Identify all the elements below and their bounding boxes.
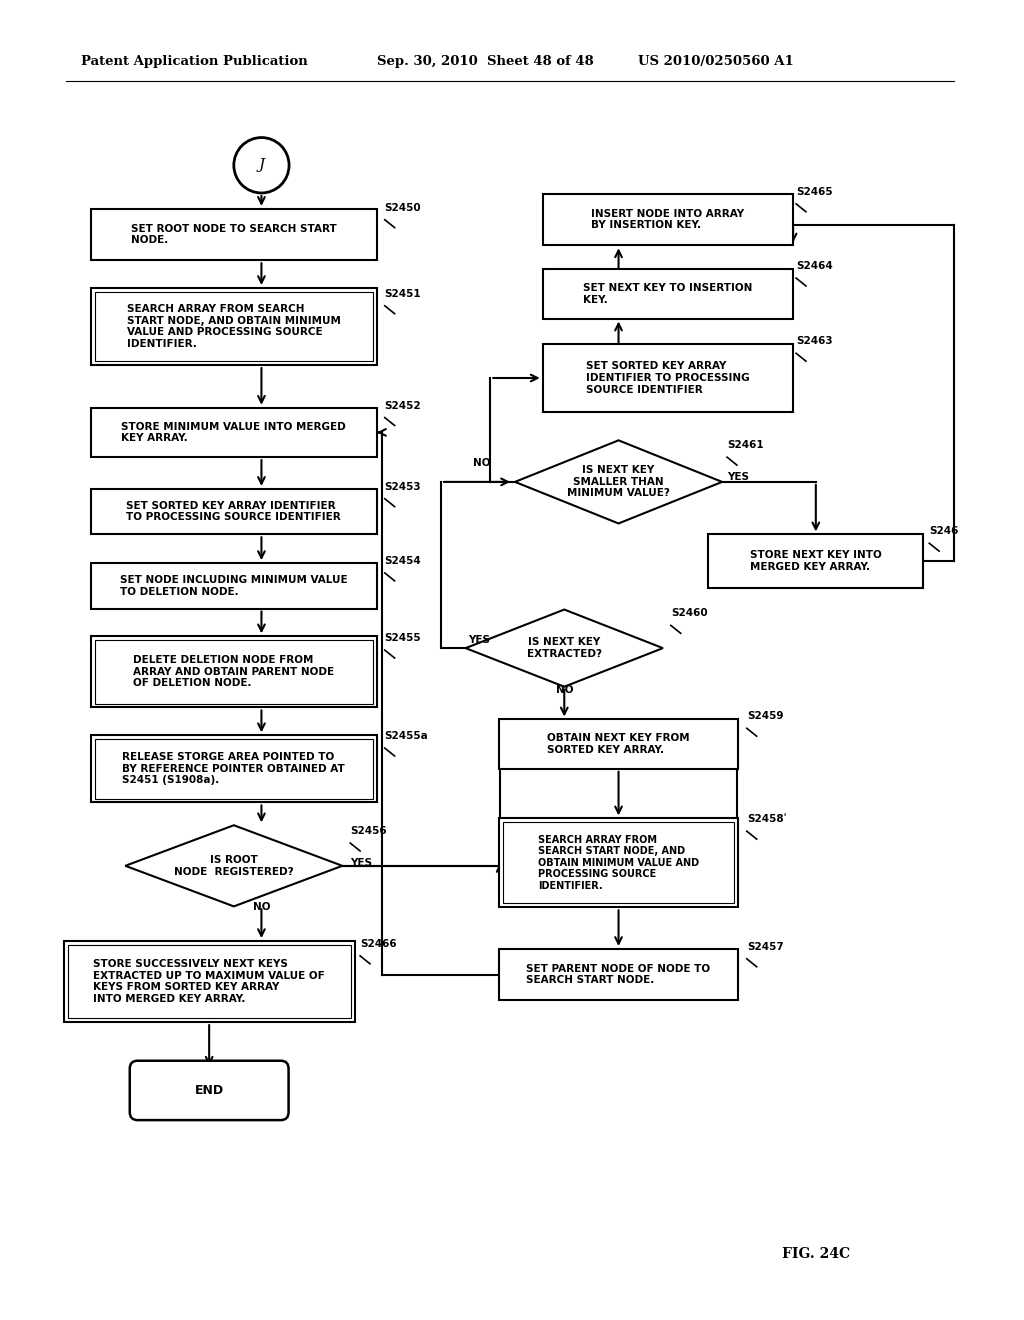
Polygon shape [466, 610, 663, 686]
Bar [91, 735, 377, 803]
Bar [91, 288, 377, 366]
Bar [91, 564, 377, 609]
Bar [63, 941, 354, 1022]
Text: INSERT NODE INTO ARRAY
BY INSERTION KEY.: INSERT NODE INTO ARRAY BY INSERTION KEY. [591, 209, 744, 231]
Bar [543, 345, 794, 412]
Text: US 2010/0250560 A1: US 2010/0250560 A1 [638, 55, 794, 67]
Text: S2453: S2453 [385, 482, 421, 492]
Text: RELEASE STORGE AREA POINTED TO
BY REFERENCE POINTER OBTAINED AT
S2451 (S1908a).: RELEASE STORGE AREA POINTED TO BY REFERE… [123, 752, 345, 785]
Text: S2463: S2463 [796, 337, 833, 346]
Text: NO: NO [473, 458, 490, 469]
Text: NO: NO [556, 685, 573, 694]
Text: SET NEXT KEY TO INSERTION
KEY.: SET NEXT KEY TO INSERTION KEY. [584, 282, 753, 305]
Polygon shape [515, 441, 722, 524]
Bar [499, 719, 738, 768]
Text: S2459: S2459 [746, 711, 783, 721]
Text: Patent Application Publication: Patent Application Publication [81, 55, 307, 67]
Bar [499, 818, 738, 907]
Text: DELETE DELETION NODE FROM
ARRAY AND OBTAIN PARENT NODE
OF DELETION NODE.: DELETE DELETION NODE FROM ARRAY AND OBTA… [133, 655, 335, 689]
Text: Sep. 30, 2010  Sheet 48 of 48: Sep. 30, 2010 Sheet 48 of 48 [377, 55, 594, 67]
Bar [68, 945, 350, 1018]
Bar [95, 739, 373, 799]
Polygon shape [125, 825, 342, 907]
Text: SET NODE INCLUDING MINIMUM VALUE
TO DELETION NODE.: SET NODE INCLUDING MINIMUM VALUE TO DELE… [120, 576, 347, 597]
Bar [543, 269, 794, 318]
Text: IS ROOT
NODE  REGISTERED?: IS ROOT NODE REGISTERED? [174, 855, 294, 876]
Text: END: END [195, 1084, 223, 1097]
Text: S2458ʹ: S2458ʹ [746, 814, 786, 824]
Text: S2456: S2456 [350, 826, 387, 836]
Text: STORE NEXT KEY INTO
MERGED KEY ARRAY.: STORE NEXT KEY INTO MERGED KEY ARRAY. [750, 550, 882, 572]
Text: S2465: S2465 [796, 187, 833, 197]
Text: IS NEXT KEY
SMALLER THAN
MINIMUM VALUE?: IS NEXT KEY SMALLER THAN MINIMUM VALUE? [567, 465, 670, 499]
Text: STORE SUCCESSIVELY NEXT KEYS
EXTRACTED UP TO MAXIMUM VALUE OF
KEYS FROM SORTED K: STORE SUCCESSIVELY NEXT KEYS EXTRACTED U… [93, 960, 325, 1005]
Text: OBTAIN NEXT KEY FROM
SORTED KEY ARRAY.: OBTAIN NEXT KEY FROM SORTED KEY ARRAY. [547, 734, 690, 755]
Bar [91, 408, 377, 457]
Text: S2452: S2452 [385, 401, 421, 411]
Bar [91, 636, 377, 708]
Text: S2450: S2450 [385, 203, 421, 213]
Text: S246: S246 [929, 527, 958, 536]
Text: S2466: S2466 [360, 939, 396, 949]
Text: IS NEXT KEY
EXTRACTED?: IS NEXT KEY EXTRACTED? [526, 638, 602, 659]
Bar [91, 488, 377, 535]
Bar [91, 209, 377, 260]
Bar [499, 949, 738, 1001]
Text: S2460: S2460 [671, 609, 708, 619]
Text: STORE MINIMUM VALUE INTO MERGED
KEY ARRAY.: STORE MINIMUM VALUE INTO MERGED KEY ARRA… [122, 421, 346, 444]
Text: S2451: S2451 [385, 289, 421, 298]
Text: S2455: S2455 [385, 634, 421, 643]
Text: SET SORTED KEY ARRAY IDENTIFIER
TO PROCESSING SOURCE IDENTIFIER: SET SORTED KEY ARRAY IDENTIFIER TO PROCE… [126, 500, 341, 523]
FancyBboxPatch shape [130, 1061, 289, 1121]
Bar [709, 535, 924, 587]
Text: NO: NO [253, 903, 270, 912]
Text: S2457: S2457 [746, 942, 783, 952]
Circle shape [233, 137, 289, 193]
Bar [95, 640, 373, 704]
Text: S2455a: S2455a [385, 731, 428, 741]
Text: YES: YES [727, 471, 749, 482]
Text: S2454: S2454 [385, 556, 422, 566]
Text: YES: YES [350, 858, 373, 867]
Bar [95, 292, 373, 362]
Text: S2464: S2464 [796, 261, 833, 271]
Bar [543, 194, 794, 246]
Text: SET PARENT NODE OF NODE TO
SEARCH START NODE.: SET PARENT NODE OF NODE TO SEARCH START … [526, 964, 711, 986]
Text: J: J [258, 158, 264, 173]
Text: FIG. 24C: FIG. 24C [781, 1246, 850, 1261]
Text: S2461: S2461 [727, 441, 764, 450]
Text: SET SORTED KEY ARRAY
IDENTIFIER TO PROCESSING
SOURCE IDENTIFIER: SET SORTED KEY ARRAY IDENTIFIER TO PROCE… [586, 362, 750, 395]
Text: SEARCH ARRAY FROM SEARCH
START NODE, AND OBTAIN MINIMUM
VALUE AND PROCESSING SOU: SEARCH ARRAY FROM SEARCH START NODE, AND… [127, 304, 341, 348]
Text: YES: YES [468, 635, 490, 645]
Bar [503, 822, 734, 903]
Text: SET ROOT NODE TO SEARCH START
NODE.: SET ROOT NODE TO SEARCH START NODE. [131, 223, 337, 246]
Text: SEARCH ARRAY FROM
SEARCH START NODE, AND
OBTAIN MINIMUM VALUE AND
PROCESSING SOU: SEARCH ARRAY FROM SEARCH START NODE, AND… [538, 834, 699, 891]
